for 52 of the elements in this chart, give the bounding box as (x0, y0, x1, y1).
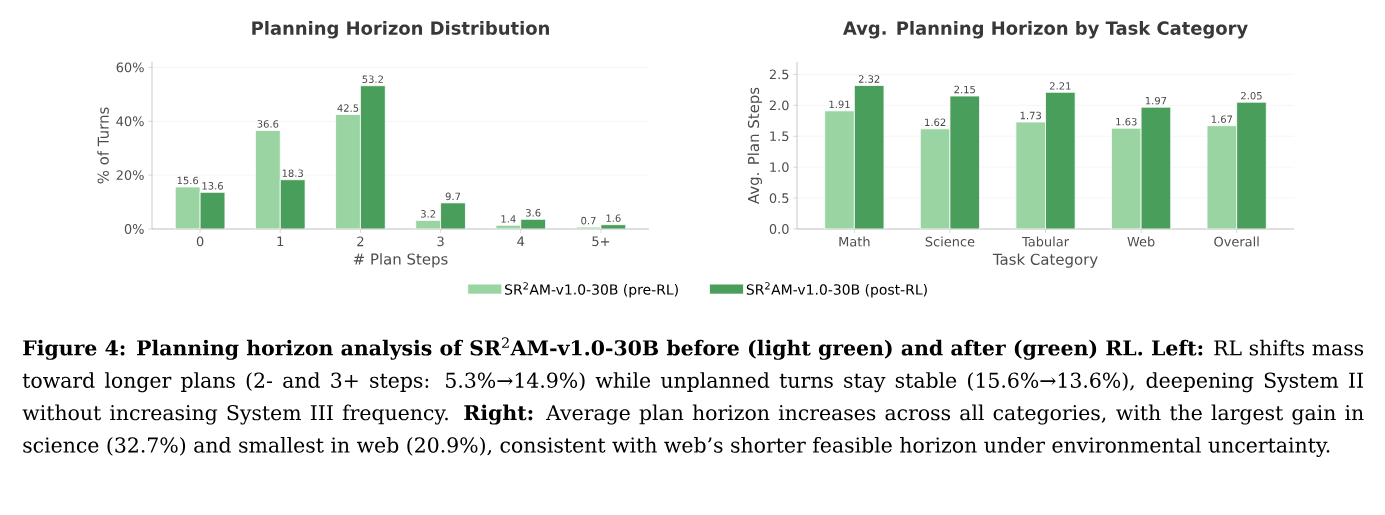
y-tick-label: 1.5 (770, 131, 789, 142)
x-tick-label: 4 (517, 236, 525, 246)
x-tick-label: 3 (437, 236, 444, 247)
y-tick-label: 0% (124, 224, 144, 234)
y-tick-label: 2.5 (769, 69, 789, 80)
chart-title: Avg. Planning Horizon by Task Category (842, 21, 1248, 39)
data-label: 15.6 (177, 176, 199, 185)
data-label: 53.2 (362, 75, 383, 83)
x-tick-label: 0 (196, 236, 204, 247)
x-tick-label: Tabular (1021, 236, 1070, 247)
y-tick-label: 40% (116, 116, 144, 127)
y-tick-label: 2.0 (769, 100, 789, 111)
y-tick-label: 60% (116, 62, 144, 73)
data-label: 1.67 (1211, 115, 1233, 123)
x-axis-title: Task Category (992, 253, 1098, 268)
y-tick-label: 20% (116, 170, 144, 181)
data-label: 1.97 (1145, 96, 1167, 105)
data-label: 42.5 (337, 104, 359, 112)
x-tick-label: 1 (277, 236, 284, 246)
x-tick-label: 2 (357, 236, 364, 247)
data-label: 36.6 (257, 120, 279, 128)
y-axis-title: Avg. Plan Steps (747, 87, 763, 204)
y-tick-label: 0.5 (769, 193, 789, 203)
data-label: 9.7 (445, 192, 461, 201)
data-label: 2.15 (954, 85, 975, 94)
data-label: 1.63 (1116, 117, 1137, 126)
data-label: 3.2 (421, 210, 436, 218)
legend-label: SR$^{2}$AM-v1.0-30B (pre-RL) (505, 282, 678, 298)
x-tick-label: 5+ (592, 236, 610, 247)
x-tick-label: Overall (1214, 236, 1259, 247)
data-label: 3.6 (526, 209, 541, 217)
data-label: 1.62 (925, 118, 946, 127)
data-label: 2.21 (1049, 82, 1071, 90)
data-label: 2.32 (858, 75, 880, 83)
y-tick-label: 1.0 (770, 162, 789, 173)
chart-title: Planning Horizon Distribution (252, 21, 549, 39)
x-axis-title: # Plan Steps (353, 253, 448, 268)
y-axis-title: % of Turns (97, 107, 109, 184)
text: Figure 4: Planning horizon analysis of SR$^{2}$AM-v1.0-30B before (light green) and after (green) RL. Left: RL shifts mass toward longer plans (2- and 3+ steps: 5.3%→14.9%) while unplanned turns stay stable (15.6%→13.6%), deepening System II without increasing System III frequency. Right: Average plan horizon increases across all categories, with the largest gain in science (32.7%) and smallest in web (20.9%), consistent with web’s shorter feasible horizon under environmental uncertainty. (22, 337, 1364, 457)
x-tick-label: Science (925, 236, 975, 247)
data-label: 0.7 (581, 216, 596, 225)
data-label: 1.73 (1020, 111, 1041, 120)
legend-label: SR$^{2}$AM-v1.0-30B (post-RL) (746, 282, 927, 298)
y-tick-label: 0.0 (769, 224, 789, 234)
x-tick-label: Web (1127, 236, 1155, 247)
data-label: 1.4 (501, 215, 516, 223)
data-label: 13.6 (202, 182, 223, 190)
data-label: 2.05 (1241, 91, 1262, 100)
data-label: 1.6 (606, 214, 621, 222)
data-label: 1.91 (829, 100, 850, 109)
data-label: 18.3 (282, 169, 303, 177)
x-tick-label: Math (839, 236, 870, 247)
